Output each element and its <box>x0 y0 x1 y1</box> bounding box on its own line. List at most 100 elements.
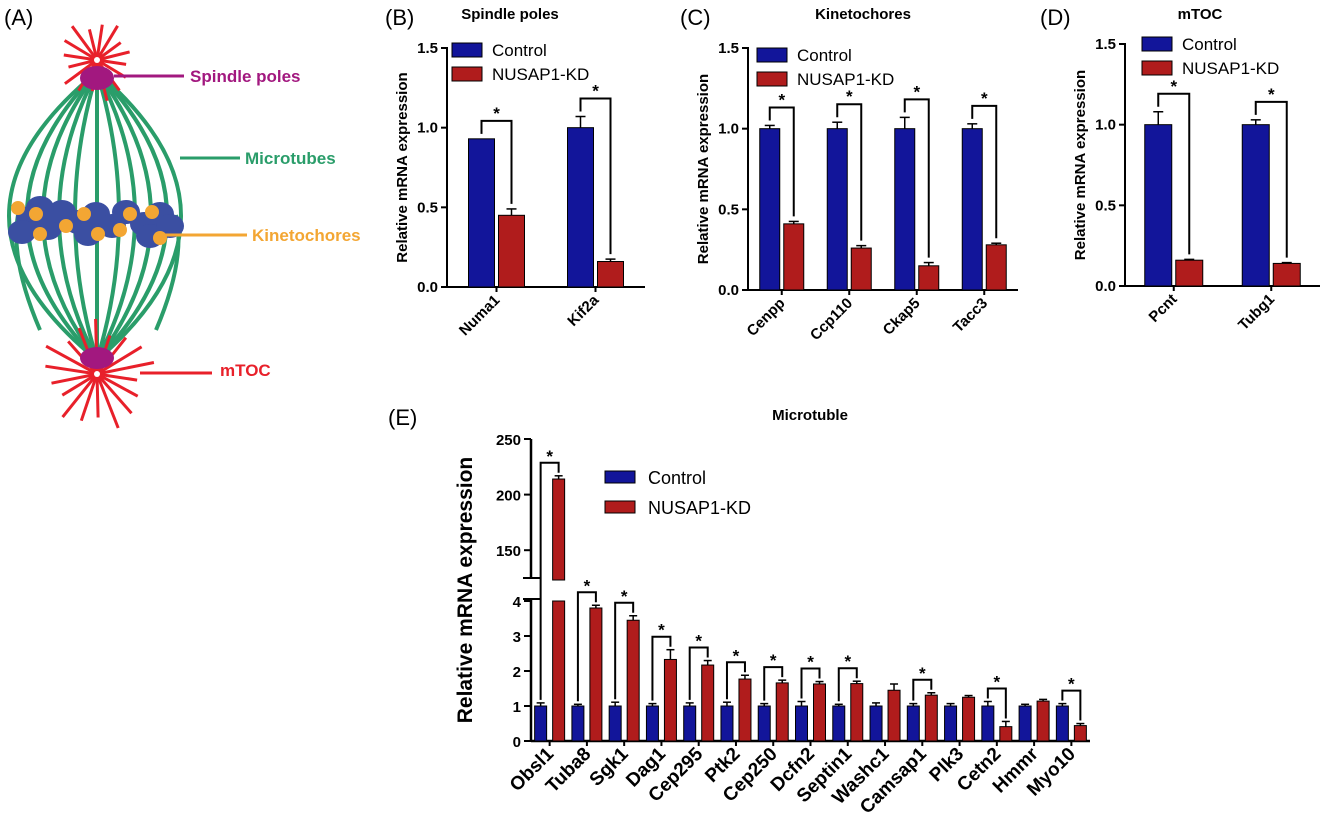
category-label: Cenpp <box>744 295 789 340</box>
chart-mtoc: mTOC 0.0 0.5 1.0 1.5 Relative mRNA expression… <box>1072 6 1320 334</box>
y-tick-label: 0.0 <box>718 282 739 299</box>
legend-label-control: Control <box>492 41 547 60</box>
pole-ray <box>45 344 98 376</box>
significance-bracket <box>1157 92 1191 255</box>
bar-control-ckap5 <box>894 128 916 291</box>
bar-nusap1-kd-cep295 <box>701 664 715 742</box>
significance-bracket <box>836 103 863 241</box>
bar-nusap1-kd-hmmr <box>1036 700 1050 742</box>
bar-control-ptk2 <box>720 705 734 742</box>
y-tick-label: 1 <box>513 699 521 716</box>
pole-ray <box>96 372 139 398</box>
significance-bracket <box>1061 689 1082 721</box>
bar-control-cep250 <box>757 705 771 742</box>
bar-nusap1-kd-cenpp <box>783 223 805 291</box>
significance-bracket <box>614 601 635 700</box>
kinetochore <box>123 207 137 221</box>
bar-nusap1-kd-numa1 <box>498 214 525 288</box>
bar-control-obsl1 <box>534 705 548 742</box>
significance-star: * <box>546 447 553 466</box>
microtubule-fiber <box>95 70 183 362</box>
kinetochore <box>153 231 167 245</box>
y-tick-label: 1.5 <box>417 40 438 57</box>
significance-star: * <box>1068 675 1075 694</box>
pole-ray <box>96 50 130 62</box>
significance-bracket <box>480 119 513 204</box>
pole-ray <box>63 39 98 62</box>
bar-nusap1-kd-obsl1-upper <box>552 478 566 581</box>
kinetochore <box>77 207 91 221</box>
bar-nusap1-kd-tubg1 <box>1272 262 1301 287</box>
chart-kinetochores: Kinetochores 0.0 0.5 1.0 1.5 Relative mRNA ex… <box>695 6 1018 344</box>
y-tick-label: 1.0 <box>417 120 438 137</box>
microtubes-label: Microtubes <box>245 149 336 168</box>
pole-ray <box>96 361 155 376</box>
significance-star: * <box>658 621 665 640</box>
significance-bracket <box>986 687 1007 719</box>
spindle-diagram: Spindle poles Microtubes Kinetochores mT… <box>7 24 361 429</box>
bar-control-hmmr <box>1018 705 1032 742</box>
y-tick-label: 4 <box>513 594 522 611</box>
y-tick-label: 150 <box>496 543 521 560</box>
kinetochore <box>145 205 159 219</box>
bar-control-washc1 <box>869 705 883 742</box>
y-tick-label: 0.5 <box>1095 197 1116 214</box>
bar-nusap1-kd-myo10 <box>1073 725 1087 742</box>
category-label: Ccp110 <box>807 295 856 344</box>
y-tick-label: 0.5 <box>718 201 739 218</box>
bar-control-dag1 <box>645 705 659 742</box>
pole-ray <box>96 372 138 382</box>
bar-control-cetn2 <box>981 705 995 742</box>
pole-ray <box>61 372 98 397</box>
significance-bracket <box>971 104 998 239</box>
bar-nusap1-kd-camsap1 <box>924 694 938 742</box>
significance-bracket <box>903 98 930 258</box>
bar-nusap1-kd-dcfn2 <box>813 683 826 742</box>
significance-bracket <box>576 591 597 702</box>
chromosome-plate <box>8 196 184 248</box>
pole-center-top <box>94 57 100 63</box>
category-label: Numa1 <box>456 292 503 339</box>
significance-star: * <box>770 651 777 670</box>
bar-nusap1-kd-kif2a <box>597 261 624 288</box>
significance-star: * <box>493 104 500 123</box>
bar-nusap1-kd-cep250 <box>775 682 789 742</box>
spindle-pole-bottom <box>80 347 114 369</box>
bar-nusap1-kd-ccp110 <box>850 247 872 291</box>
bar-control-tuba8 <box>571 705 585 742</box>
category-label: Tubg1 <box>1235 291 1278 334</box>
legend-label-control: Control <box>648 468 706 488</box>
bar-nusap1-kd-obsl1-lower <box>552 600 566 742</box>
significance-star: * <box>584 576 591 595</box>
legend-swatch-control <box>756 47 788 63</box>
bar-control-tacc3 <box>961 128 983 291</box>
significance-bracket <box>837 667 858 702</box>
legend-swatch-nusap1-kd <box>756 71 788 87</box>
spindle-pole-top <box>80 66 114 90</box>
y-axis-label: Relative mRNA expression <box>1072 70 1089 260</box>
y-tick-label: 0.5 <box>417 199 438 216</box>
panel-letter-d: (D) <box>1040 5 1071 30</box>
kinetochore <box>91 227 105 241</box>
pole-ray <box>63 53 98 62</box>
y-axis-label: Relative mRNA expression <box>695 74 712 264</box>
kinetochore <box>29 207 43 221</box>
bar-control-numa1 <box>468 138 495 288</box>
y-axis-label: Relative mRNA expression <box>394 72 411 262</box>
bar-control-myo10 <box>1055 705 1069 742</box>
significance-star: * <box>919 664 926 683</box>
bar-control-tubg1 <box>1241 124 1270 287</box>
legend-swatch-nusap1-kd <box>604 500 636 514</box>
bar-control-camsap1 <box>906 705 920 742</box>
bar-nusap1-kd-dag1 <box>663 658 677 742</box>
pole-ray <box>95 373 100 418</box>
bar-nusap1-kd-sgk1 <box>626 619 640 742</box>
bar-control-kif2a <box>567 127 594 288</box>
legend-swatch-control <box>604 470 636 484</box>
bar-control-septin1 <box>832 705 846 742</box>
pole-ray <box>96 345 143 376</box>
pole-ray <box>64 58 98 85</box>
chart-spindle-poles: Spindle poles 0.0 0.5 1.0 1.5 Relative mRNA e… <box>394 6 645 339</box>
y-tick-label: 1.0 <box>718 121 739 138</box>
significance-star: * <box>1268 85 1275 104</box>
